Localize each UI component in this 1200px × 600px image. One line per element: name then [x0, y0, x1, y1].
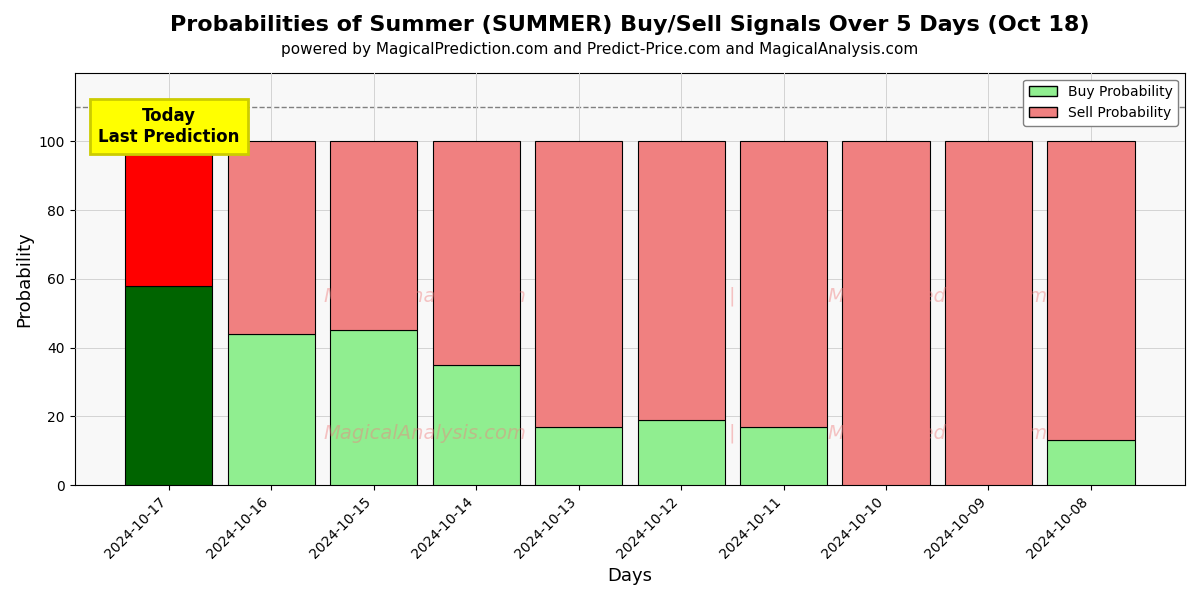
- Bar: [228, 142, 314, 334]
- Bar: [637, 420, 725, 485]
- Bar: [432, 365, 520, 485]
- Bar: [740, 427, 827, 485]
- Bar: [944, 142, 1032, 485]
- Text: |: |: [728, 286, 736, 306]
- Bar: [535, 142, 622, 427]
- Bar: [125, 142, 212, 286]
- Bar: [330, 331, 418, 485]
- Legend: Buy Probability, Sell Probability: Buy Probability, Sell Probability: [1024, 80, 1178, 125]
- Bar: [125, 286, 212, 485]
- Bar: [535, 427, 622, 485]
- Bar: [637, 142, 725, 420]
- Bar: [330, 142, 418, 331]
- Bar: [432, 142, 520, 365]
- Text: Today
Last Prediction: Today Last Prediction: [98, 107, 239, 146]
- Title: Probabilities of Summer (SUMMER) Buy/Sell Signals Over 5 Days (Oct 18): Probabilities of Summer (SUMMER) Buy/Sel…: [170, 15, 1090, 35]
- Bar: [740, 142, 827, 427]
- Y-axis label: Probability: Probability: [16, 231, 34, 327]
- Bar: [1048, 440, 1134, 485]
- Bar: [1048, 142, 1134, 440]
- Text: |: |: [728, 424, 736, 443]
- Text: MagicalPrediction.com: MagicalPrediction.com: [827, 424, 1048, 443]
- Bar: [842, 142, 930, 485]
- X-axis label: Days: Days: [607, 567, 653, 585]
- Text: powered by MagicalPrediction.com and Predict-Price.com and MagicalAnalysis.com: powered by MagicalPrediction.com and Pre…: [281, 42, 919, 57]
- Text: MagicalAnalysis.com: MagicalAnalysis.com: [324, 287, 527, 305]
- Text: MagicalPrediction.com: MagicalPrediction.com: [827, 287, 1048, 305]
- Bar: [228, 334, 314, 485]
- Text: MagicalAnalysis.com: MagicalAnalysis.com: [324, 424, 527, 443]
